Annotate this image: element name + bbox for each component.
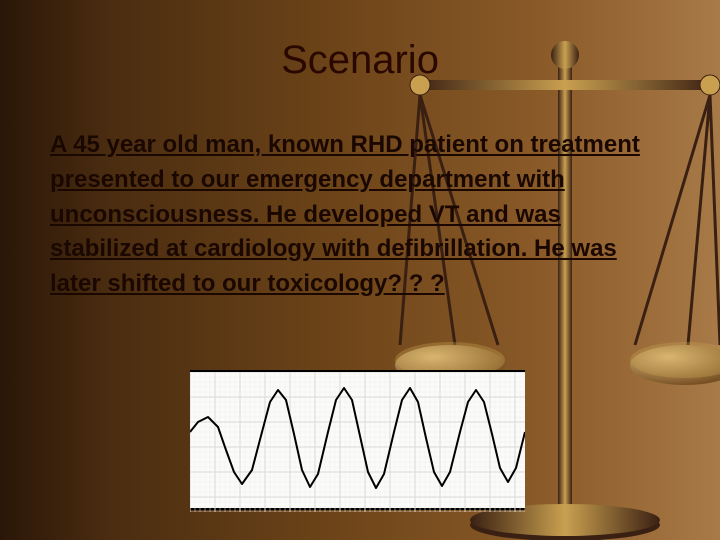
slide-body-text: A 45 year old man, known RHD patient on … <box>50 128 670 302</box>
ecg-svg <box>190 372 525 512</box>
slide: Scenario A 45 year old man, known RHD pa… <box>0 0 720 540</box>
slide-title: Scenario <box>0 38 720 83</box>
ecg-chart <box>190 370 525 510</box>
